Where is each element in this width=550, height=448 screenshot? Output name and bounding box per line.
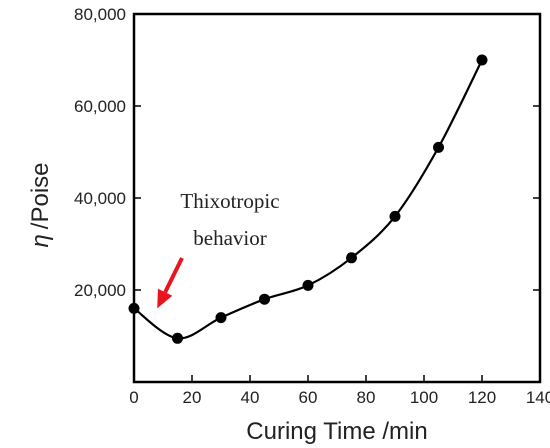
annotation-arrow-head (157, 288, 173, 309)
plot-frame (132, 12, 542, 384)
data-point (389, 210, 401, 222)
annotation-line-2: behavior (193, 226, 266, 250)
series-layer (128, 54, 488, 344)
x-tick-label: 120 (468, 388, 496, 407)
data-point (259, 293, 270, 305)
y-tick-label: 60,000 (74, 97, 126, 116)
annotation-layer: Thixotropic behavior (157, 189, 280, 309)
annotation-arrow-shaft (163, 257, 184, 294)
y-axis-unit: /Poise (27, 162, 54, 229)
y-axis-title: η/Poise (27, 162, 54, 247)
x-tick-label: 60 (299, 388, 318, 407)
data-point (215, 312, 227, 324)
x-tick-label: 0 (129, 388, 138, 407)
data-point (476, 54, 488, 66)
series-line (133, 59, 483, 340)
x-tick-label: 20 (183, 388, 202, 407)
x-tick-label: 80 (357, 388, 376, 407)
x-tick-label: 100 (410, 388, 438, 407)
data-point (302, 279, 314, 291)
ticks-layer: 0 20 40 60 80 100 120 140 20,000 40,000 60,000 80,0… (74, 5, 550, 407)
data-point (346, 252, 357, 264)
x-axis-title: Curing Time /min (246, 418, 427, 445)
y-tick-label: 20,000 (74, 281, 126, 300)
data-point (172, 332, 183, 344)
x-tick-label: 40 (241, 388, 260, 407)
x-tick-label: 140 (526, 388, 550, 407)
annotation-line-1: Thixotropic (180, 189, 279, 213)
data-point (433, 141, 444, 153)
y-tick-label: 80,000 (74, 5, 126, 24)
y-axis-symbol: η (27, 234, 54, 247)
y-tick-label: 40,000 (74, 189, 126, 208)
